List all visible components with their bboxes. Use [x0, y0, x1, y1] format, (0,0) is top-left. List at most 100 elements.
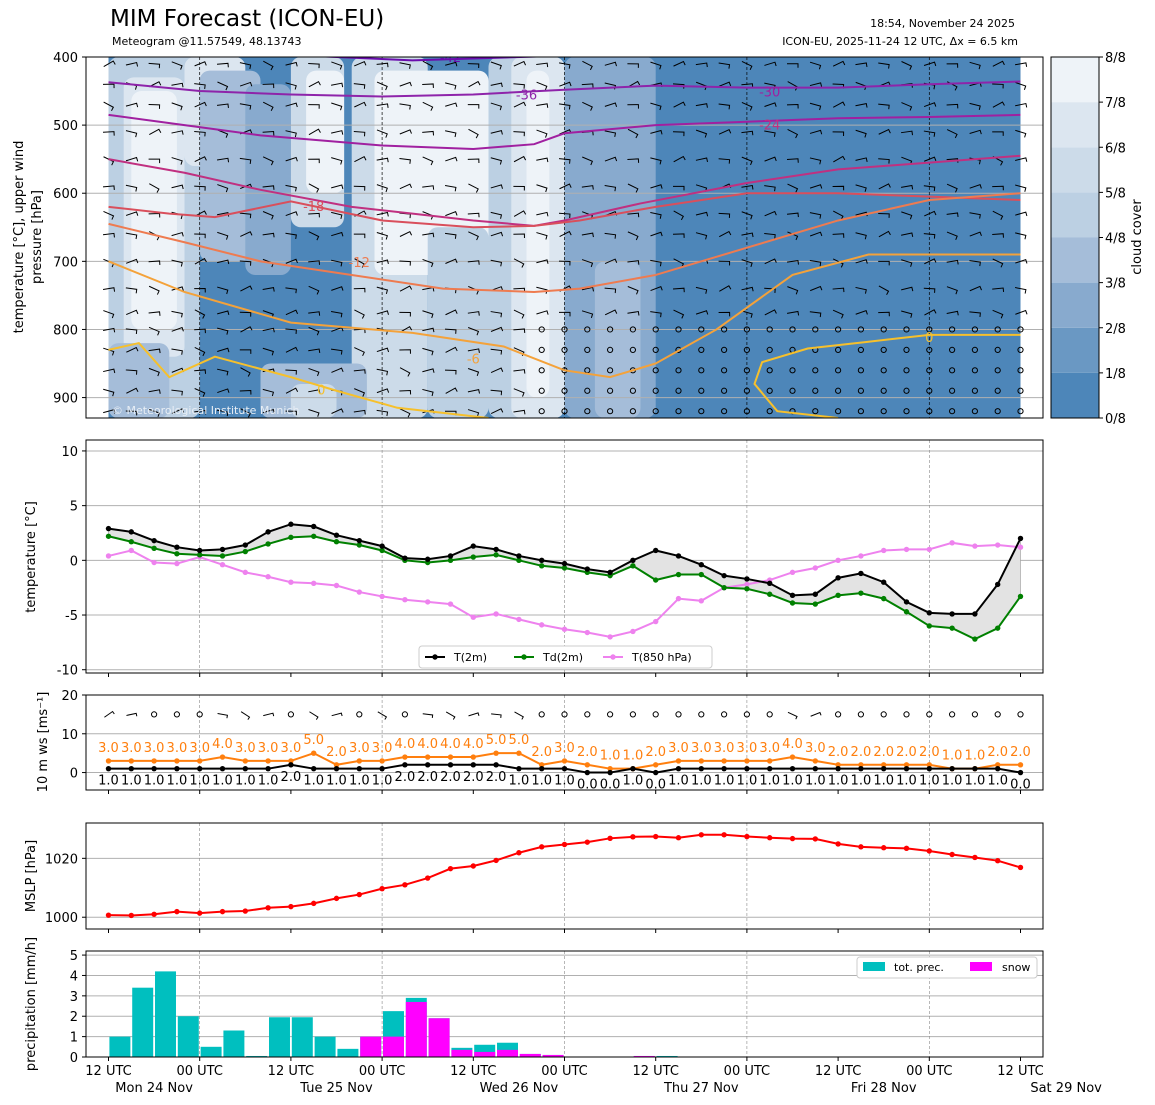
- t2m-point: [721, 572, 727, 579]
- wind-barb: [239, 157, 252, 164]
- wind-barb: [399, 367, 411, 377]
- wind-barb: [490, 184, 503, 189]
- wind-barb: [103, 409, 116, 414]
- wind-barb: [445, 387, 458, 394]
- calm-wind-marker: [903, 326, 910, 333]
- td2m-point: [653, 577, 659, 583]
- wind-barb: [809, 184, 823, 189]
- wind-barb: [878, 230, 891, 238]
- wind-barb: [992, 258, 1004, 268]
- t2m-point: [265, 529, 271, 535]
- wind-barb: [308, 389, 321, 394]
- t850-point: [425, 599, 431, 605]
- wind-barb: [376, 368, 389, 376]
- td2m-point: [470, 554, 476, 560]
- wind-barb: [285, 258, 298, 264]
- mslp-point: [584, 839, 590, 845]
- wind-barb: [650, 285, 663, 292]
- cloud-field: -42 -36 -30 -24 -18 -12 -6 0 0: [86, 57, 1043, 418]
- td2m-point: [812, 601, 818, 607]
- wind-barb: [833, 210, 844, 221]
- mean-wind-value-label: 1.0: [737, 774, 758, 789]
- mean-wind-point: [584, 769, 590, 776]
- wind-barb: [627, 231, 639, 241]
- wind-barb: [695, 129, 708, 138]
- calm-wind-marker: [287, 711, 294, 718]
- wind-barb: [285, 346, 299, 353]
- x-tick-label: 12 UTC: [85, 1064, 131, 1079]
- wind-barb: [695, 103, 708, 108]
- t2m-point: [197, 547, 203, 554]
- wind-barb: [171, 61, 183, 70]
- wind-barb: [125, 287, 138, 294]
- mslp-point: [858, 844, 864, 850]
- wind-barb: [194, 61, 207, 67]
- t850-point: [311, 580, 317, 587]
- wind-barb: [855, 184, 867, 192]
- t2m-point: [174, 544, 180, 550]
- wind-barb: [422, 368, 435, 373]
- wind-barb: [308, 80, 321, 88]
- wind-barb: [103, 156, 115, 166]
- wind-barb: [194, 156, 207, 163]
- t850-point: [584, 629, 590, 636]
- wind-barb: [399, 129, 412, 135]
- wind-barb: [490, 129, 503, 135]
- wind-barb: [194, 347, 206, 357]
- wind-barb: [444, 328, 457, 334]
- wind-barb: [239, 103, 252, 110]
- mslp-point: [379, 885, 385, 892]
- wind-barb: [513, 101, 527, 108]
- calm-wind-marker: [880, 346, 887, 353]
- wind-barb: [467, 212, 480, 218]
- td2m-point: [767, 591, 773, 597]
- wind-barb: [627, 286, 639, 295]
- wind-barb: [376, 62, 389, 68]
- td2m-point: [356, 542, 362, 548]
- td2m-point: [903, 609, 910, 615]
- mslp-point: [949, 851, 955, 858]
- wind-barb: [923, 61, 937, 67]
- wind-barb: [833, 155, 846, 163]
- calm-wind-marker: [561, 346, 568, 353]
- wind-barb: [1015, 259, 1028, 264]
- wind-barb: [468, 80, 481, 88]
- wind-barb: [103, 327, 116, 333]
- mean-wind-point: [311, 765, 317, 772]
- wind-barb: [262, 185, 275, 190]
- t2m-point: [995, 581, 1001, 588]
- mslp-point: [926, 848, 932, 854]
- wind-barb: [376, 310, 389, 315]
- wind-barb: [992, 309, 1004, 319]
- wind-barb: [741, 286, 754, 292]
- wind-barb: [786, 310, 800, 316]
- gust-point: [288, 758, 294, 764]
- td2m-point: [949, 625, 955, 631]
- wind-barb: [308, 285, 320, 295]
- wind-barb: [809, 157, 822, 165]
- calm-wind-marker: [538, 367, 545, 374]
- calm-wind-marker: [538, 387, 545, 394]
- gust-value-label: 3.0: [98, 741, 119, 756]
- t2m-point: [584, 566, 590, 572]
- wind-barb: [467, 63, 480, 69]
- wind-barb: [194, 130, 206, 137]
- wind-barb: [194, 233, 206, 239]
- calm-wind-marker: [675, 326, 682, 333]
- calm-wind-marker: [584, 346, 591, 353]
- wind-barb: [217, 286, 229, 295]
- wind-barb: [354, 101, 367, 108]
- mean-wind-point: [561, 765, 568, 772]
- wind-barb: [673, 309, 685, 319]
- copyright-notice: © Meteorological Institute Munich: [112, 404, 299, 417]
- mean-wind-point: [197, 765, 203, 772]
- wind-barb: [422, 232, 435, 238]
- mslp-point: [744, 833, 750, 840]
- t850-point: [539, 622, 545, 628]
- wind-barb: [878, 260, 890, 266]
- wind-barb: [308, 409, 320, 417]
- wind-barb: [924, 309, 937, 316]
- t2m-point: [539, 557, 545, 564]
- colorbar-tick-label: 2/8: [1105, 322, 1126, 337]
- wind-barb: [148, 103, 161, 109]
